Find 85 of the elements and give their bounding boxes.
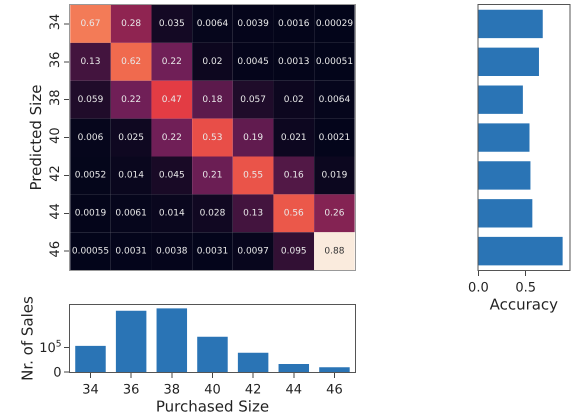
data-label: 0.21: [202, 170, 222, 181]
x-tick-label: 44: [286, 382, 302, 398]
data-label: 0.00051: [316, 57, 354, 68]
y-tick-label: 36: [48, 52, 63, 68]
x-axis-title: Accuracy: [490, 296, 558, 314]
data-label: 0.22: [121, 94, 142, 105]
y-tick-label: 34: [48, 14, 63, 30]
data-label: 0.0045: [237, 57, 269, 68]
data-label: 0.13: [243, 208, 264, 219]
y-tick-label: 46: [48, 240, 63, 258]
bar: [116, 310, 146, 372]
data-label: 0.00055: [72, 246, 110, 256]
x-tick-label: 40: [204, 382, 221, 398]
y-axis-title: Predicted Size: [27, 84, 46, 191]
bar: [319, 367, 350, 372]
data-label: 0.006: [78, 132, 104, 143]
bar: [75, 346, 106, 372]
bar: [478, 161, 530, 190]
data-label: 0.0021: [318, 132, 350, 143]
data-label: 0.057: [240, 94, 266, 105]
x-tick-label: 38: [164, 382, 180, 398]
data-label: 0.22: [162, 132, 182, 143]
x-tick-label: 0.0: [468, 280, 489, 296]
data-label: 0.0013: [278, 57, 310, 68]
data-label: 0.55: [243, 170, 264, 181]
data-label: 0.62: [121, 57, 142, 68]
data-label: 0.13: [80, 57, 101, 68]
x-axis-title: Purchased Size: [156, 398, 270, 416]
data-label: 0.014: [158, 208, 185, 219]
data-label: 0.0064: [318, 94, 350, 105]
data-label: 0.045: [158, 170, 185, 181]
y-tick-label: 10$^{5}$: [39, 340, 62, 356]
data-label: 0.019: [322, 170, 348, 181]
data-label: 0.00029: [316, 19, 354, 30]
data-label: 0.0031: [115, 246, 147, 256]
data-label: 0.059: [78, 94, 104, 105]
bar: [478, 199, 532, 228]
data-label: 0.28: [121, 19, 142, 30]
data-label: 0.0019: [74, 208, 106, 219]
data-label: 0.19: [243, 132, 264, 143]
data-label: 0.88: [324, 246, 345, 256]
x-tick-label: 42: [244, 382, 262, 398]
y-tick-label: 42: [48, 165, 63, 182]
data-label: 0.02: [284, 94, 304, 105]
bar: [478, 85, 523, 114]
data-label: 0.0038: [156, 246, 188, 256]
bar: [478, 10, 543, 38]
x-tick-label: 34: [82, 382, 99, 398]
bar: [478, 48, 539, 76]
data-label: 0.26: [324, 208, 345, 219]
data-label: 0.0097: [237, 246, 269, 256]
data-label: 0.0052: [74, 170, 106, 181]
y-axis-title: Nr. of Sales: [18, 296, 36, 381]
bar: [156, 308, 188, 372]
bar: [238, 352, 268, 372]
data-label: 0.02: [202, 57, 222, 68]
data-label: 0.0031: [196, 246, 228, 256]
bar: [478, 236, 563, 266]
data-label: 0.021: [280, 132, 307, 143]
bar: [278, 364, 310, 372]
data-label: 0.0064: [196, 19, 228, 30]
bar: [197, 336, 228, 372]
data-label: 0.0039: [237, 19, 270, 30]
data-label: 0.035: [158, 19, 185, 30]
x-tick-label: 46: [326, 382, 343, 398]
y-tick-label: 0: [53, 366, 62, 381]
data-label: 0.56: [284, 208, 304, 219]
data-label: 0.18: [202, 94, 223, 105]
y-tick-label: 44: [48, 203, 63, 220]
bar: [478, 123, 530, 152]
data-label: 0.53: [202, 132, 222, 143]
data-label: 0.014: [118, 170, 144, 181]
data-label: 0.22: [162, 57, 182, 68]
x-tick-label: 36: [122, 382, 140, 398]
y-tick-label: 38: [48, 89, 63, 106]
data-label: 0.16: [284, 170, 304, 181]
y-tick-label: 40: [48, 127, 63, 144]
x-tick-label: 0.5: [515, 280, 536, 296]
data-label: 0.0016: [278, 19, 310, 30]
data-label: 0.028: [200, 208, 226, 219]
data-label: 0.47: [162, 94, 182, 105]
data-label: 0.025: [118, 132, 144, 143]
data-label: 0.67: [80, 19, 101, 30]
data-label: 0.095: [280, 246, 307, 256]
data-label: 0.0061: [115, 208, 147, 219]
